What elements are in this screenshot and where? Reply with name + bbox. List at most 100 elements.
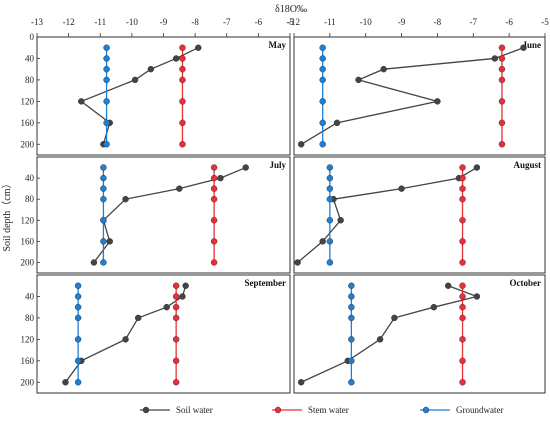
series-soil-water bbox=[297, 282, 481, 386]
data-point bbox=[103, 65, 110, 73]
data-point bbox=[134, 314, 142, 322]
data-point bbox=[122, 195, 129, 203]
top-x-axis: -13 -12 -11 -10 -9 -8 -7 -6 -5-12 -11 -10 -9 -8 -7 -6-… bbox=[31, 17, 549, 37]
legend-label: Stem water bbox=[308, 405, 349, 415]
data-point bbox=[179, 141, 186, 148]
series-stem-water bbox=[172, 282, 180, 386]
x-axis-title: δ18O‰ bbox=[275, 4, 307, 15]
panel-september: 40 80 120 160 200 September bbox=[21, 274, 291, 394]
y-tick-label: 40 bbox=[25, 291, 35, 301]
data-point bbox=[473, 293, 481, 300]
y-tick-label: 40 bbox=[25, 53, 35, 63]
data-point bbox=[179, 55, 186, 62]
y-tick-label: 80 bbox=[25, 194, 35, 204]
data-point bbox=[459, 379, 466, 386]
data-point bbox=[210, 238, 218, 245]
data-point bbox=[355, 76, 362, 84]
data-point bbox=[172, 55, 180, 62]
data-point bbox=[74, 379, 82, 386]
x-tick-label: -8 bbox=[191, 17, 199, 27]
series-line bbox=[79, 47, 199, 145]
data-point bbox=[459, 314, 466, 322]
data-point bbox=[459, 238, 466, 245]
y-tick-label: 120 bbox=[21, 96, 35, 106]
data-point bbox=[319, 44, 326, 51]
x-tick-label: -5 bbox=[541, 17, 549, 27]
data-point bbox=[100, 195, 107, 203]
data-point bbox=[210, 185, 218, 192]
data-point bbox=[498, 98, 506, 105]
data-point bbox=[100, 217, 107, 224]
data-point bbox=[348, 293, 355, 300]
data-point bbox=[498, 44, 506, 51]
panel-may: 0 40 80 120 160 200 May bbox=[21, 32, 291, 156]
legend-label: Soil water bbox=[176, 405, 213, 415]
data-point bbox=[294, 259, 301, 266]
legend: Soil water Stem water Groundwater bbox=[140, 405, 503, 415]
data-point bbox=[326, 185, 334, 192]
data-point bbox=[163, 303, 170, 311]
data-point bbox=[182, 282, 189, 289]
legend-marker bbox=[142, 406, 150, 414]
data-point bbox=[179, 293, 186, 300]
data-point bbox=[103, 76, 110, 84]
legend-marker bbox=[422, 406, 430, 414]
data-point bbox=[210, 174, 218, 182]
data-point bbox=[319, 238, 326, 245]
data-point bbox=[326, 164, 334, 171]
data-point bbox=[326, 259, 334, 266]
data-point bbox=[459, 195, 466, 203]
y-tick-label: 40 bbox=[25, 173, 35, 183]
data-point bbox=[459, 303, 466, 311]
data-point bbox=[319, 98, 326, 105]
x-tick-label: -11 bbox=[324, 17, 336, 27]
series-stem-water bbox=[210, 164, 218, 266]
y-tick-label: 80 bbox=[25, 313, 35, 323]
panel-frame bbox=[293, 274, 546, 394]
data-point bbox=[348, 379, 355, 386]
data-point bbox=[62, 379, 69, 386]
series-line bbox=[93, 166, 246, 263]
panel-frame bbox=[36, 274, 291, 394]
series-stem-water bbox=[498, 44, 506, 148]
data-point bbox=[498, 55, 506, 62]
data-point bbox=[172, 293, 180, 300]
data-point bbox=[78, 98, 85, 105]
y-tick-label: 160 bbox=[21, 118, 35, 128]
data-point bbox=[179, 65, 186, 73]
panel-label: July bbox=[269, 160, 286, 170]
data-point bbox=[242, 164, 249, 171]
data-point bbox=[210, 195, 218, 203]
data-point bbox=[459, 282, 466, 289]
data-point bbox=[459, 217, 466, 224]
series-soil-water bbox=[297, 44, 527, 148]
series-line bbox=[300, 47, 524, 145]
series-line bbox=[64, 285, 187, 383]
data-point bbox=[147, 65, 155, 73]
panel-label: September bbox=[245, 278, 287, 288]
x-tick-label: -9 bbox=[160, 17, 168, 27]
panel-august: August bbox=[293, 156, 546, 274]
data-point bbox=[179, 44, 186, 51]
x-tick-label: -6 bbox=[255, 17, 263, 27]
series-stem-water bbox=[459, 164, 466, 266]
data-point bbox=[326, 217, 334, 224]
panel-june: June bbox=[293, 36, 546, 156]
panel-frame bbox=[36, 156, 291, 274]
series-groundwater bbox=[100, 164, 107, 266]
y-axis-title: Soil depth（cm） bbox=[1, 178, 13, 251]
data-point bbox=[74, 282, 82, 289]
data-point bbox=[498, 76, 506, 84]
series-groundwater bbox=[74, 282, 82, 386]
data-point bbox=[100, 164, 107, 171]
legend-marker bbox=[274, 406, 282, 414]
data-point bbox=[380, 65, 387, 73]
y-tick-label: 120 bbox=[21, 215, 35, 225]
data-point bbox=[491, 55, 498, 62]
data-point bbox=[90, 259, 98, 266]
series-stem-water bbox=[459, 282, 466, 386]
data-point bbox=[172, 282, 180, 289]
panel-label: August bbox=[513, 160, 541, 170]
x-tick-label: -5 bbox=[286, 17, 294, 27]
